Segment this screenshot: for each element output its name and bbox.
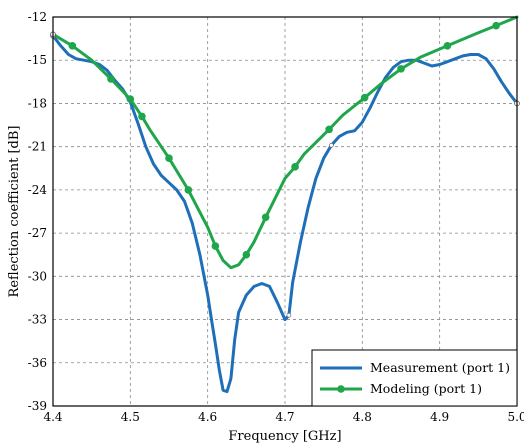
y-tick-label: -36 (28, 356, 47, 370)
x-axis-label: Frequency [GHz] (228, 429, 341, 444)
legend: Measurement (port 1) Modeling (port 1) (311, 349, 518, 407)
y-tick-label: -24 (28, 183, 48, 197)
y-tick-label: -12 (28, 10, 47, 24)
legend-box (311, 349, 518, 407)
modeling-marker (443, 42, 452, 50)
y-tick-label: -27 (28, 226, 47, 240)
modeling-marker (397, 65, 405, 73)
modeling-marker (242, 250, 251, 259)
y-tick-label: -15 (28, 53, 47, 67)
modeling-marker (211, 242, 220, 250)
measurement-point-marker (329, 142, 334, 148)
modeling-marker (138, 112, 146, 121)
modeling-marker (325, 125, 333, 134)
x-tick-label: 4.8 (353, 410, 372, 424)
grid-lines (52, 16, 518, 407)
x-tick-label: 4.7 (275, 410, 294, 424)
y-axis-label: Reflection coefficient [dB] (7, 126, 22, 298)
legend-label-measurement: Measurement (port 1) (370, 360, 510, 375)
modeling-marker (165, 154, 173, 162)
y-tick-label: -30 (28, 269, 47, 283)
modeling-marker (360, 93, 369, 102)
modeling-marker (184, 186, 193, 194)
x-tick-label: 4.6 (198, 410, 217, 424)
y-tick-label: -18 (28, 96, 47, 110)
legend-label-modeling: Modeling (port 1) (370, 381, 482, 396)
modeling-marker (68, 42, 77, 50)
y-tick-label: -33 (28, 313, 47, 327)
x-tick-label: 5.0 (507, 410, 524, 424)
modeling-marker (126, 95, 135, 103)
legend-marker-modeling (337, 385, 345, 393)
plot-frame (52, 16, 518, 407)
x-tick-label: 4.9 (430, 410, 449, 424)
tick-labels: 4.4 4.5 4.6 4.7 4.8 4.9 5.0 -12 -15 -18 -21 -24 -27 -… (28, 10, 524, 424)
measurement-line (51, 34, 519, 394)
y-tick-label: -21 (28, 140, 47, 154)
modeling-marker (107, 75, 115, 83)
x-tick-label: 4.5 (121, 410, 140, 424)
modeling-marker (261, 213, 270, 222)
measurement-point-marker (286, 312, 292, 318)
x-tick-label: 4.4 (43, 410, 62, 424)
modeling-marker (492, 21, 500, 30)
y-tick-label: -39 (28, 399, 47, 413)
modeling-marker (291, 163, 299, 171)
